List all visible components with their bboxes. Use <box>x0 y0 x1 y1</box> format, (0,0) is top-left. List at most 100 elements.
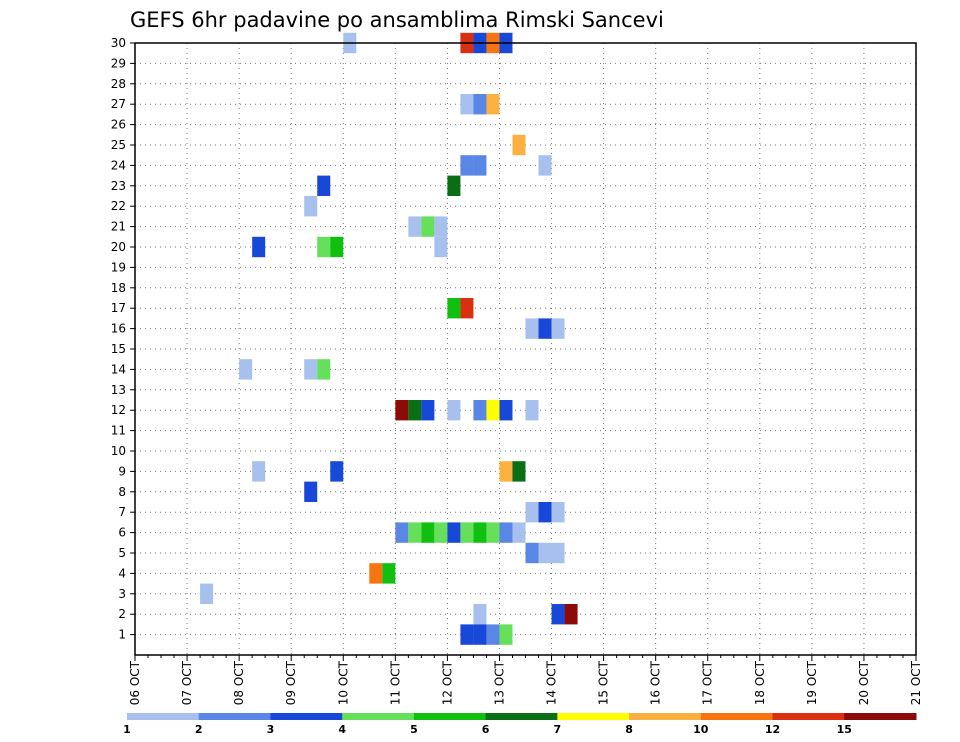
colorbar-label: 3 <box>267 723 275 736</box>
data-cell <box>512 522 526 543</box>
data-cell <box>434 522 448 543</box>
colorbar-swatch <box>700 713 774 720</box>
x-tick-label: 20 OCT <box>857 660 871 705</box>
data-cell <box>447 522 461 543</box>
data-cell <box>538 502 552 523</box>
y-tick-label: 23 <box>111 179 126 193</box>
data-cell <box>460 522 474 543</box>
data-cell <box>408 522 422 543</box>
colorbar-label: 15 <box>837 723 852 736</box>
data-cell <box>317 175 331 196</box>
y-tick-label: 11 <box>111 424 126 438</box>
data-cell <box>473 522 487 543</box>
colorbar-label: 2 <box>195 723 203 736</box>
colorbar-label: 1 <box>123 723 131 736</box>
x-tick-label: 07 OCT <box>180 660 194 705</box>
data-cell <box>473 624 487 645</box>
data-cell <box>473 155 487 176</box>
y-tick-label: 1 <box>118 628 126 642</box>
data-cell <box>330 461 344 482</box>
data-cell <box>564 604 578 625</box>
data-cell <box>499 461 513 482</box>
data-cell <box>304 196 318 217</box>
data-cell <box>447 400 461 421</box>
x-tick-label: 08 OCT <box>232 660 246 705</box>
y-tick-label: 15 <box>111 342 126 356</box>
colorbar-swatch <box>557 713 630 720</box>
y-tick-label: 4 <box>118 566 126 580</box>
x-tick-label: 21 OCT <box>909 660 923 705</box>
colorbar: 1 2 3 4 5 6 7 8 10 12 15 <box>123 713 917 736</box>
x-tick-label: 11 OCT <box>388 660 402 705</box>
y-tick-label: 27 <box>111 97 126 111</box>
x-tick-label: 10 OCT <box>336 660 350 705</box>
data-cell <box>486 400 500 421</box>
data-cell <box>512 461 526 482</box>
x-tick-label: 14 OCT <box>545 660 559 705</box>
colorbar-swatch <box>270 713 343 720</box>
x-tick-label: 17 OCT <box>701 660 715 705</box>
data-cell <box>304 481 318 502</box>
data-cell <box>395 400 409 421</box>
colorbar-swatch <box>844 713 917 720</box>
data-cell <box>434 216 448 237</box>
data-cell <box>525 318 539 339</box>
data-cell <box>395 522 409 543</box>
data-cell <box>525 400 539 421</box>
data-cell <box>447 298 461 319</box>
colorbar-label: 5 <box>410 723 418 736</box>
data-cell <box>382 563 396 584</box>
data-cell <box>369 563 383 584</box>
data-cells <box>200 32 578 645</box>
colorbar-swatch <box>772 713 845 720</box>
data-cell <box>525 542 539 564</box>
y-tick-label: 13 <box>111 383 126 397</box>
data-cell <box>499 624 513 645</box>
y-tick-label: 29 <box>111 56 126 70</box>
data-cell <box>473 400 487 421</box>
data-cell <box>408 400 422 421</box>
data-cell <box>434 236 448 258</box>
data-cell <box>512 134 526 156</box>
data-cell <box>486 94 500 115</box>
y-tick-label: 16 <box>111 322 126 336</box>
data-cell <box>551 318 565 339</box>
x-tick-label: 16 OCT <box>649 660 663 705</box>
colorbar-label: 8 <box>625 723 633 736</box>
y-tick-label: 28 <box>111 77 126 91</box>
data-cell <box>460 94 474 115</box>
colorbar-label: 7 <box>554 723 562 736</box>
x-tick-label: 18 OCT <box>753 660 767 705</box>
y-tick-label: 18 <box>111 281 126 295</box>
colorbar-label: 10 <box>693 723 709 736</box>
data-cell <box>538 155 552 176</box>
y-tick-label: 12 <box>111 403 126 417</box>
colorbar-swatch <box>413 713 487 720</box>
y-tick-label: 14 <box>111 362 126 376</box>
x-tick-label: 06 OCT <box>128 660 142 705</box>
data-cell <box>317 236 331 258</box>
x-tick-label: 13 OCT <box>492 660 506 705</box>
y-tick-label: 8 <box>118 485 126 499</box>
y-tick-label: 19 <box>111 260 126 274</box>
y-tick-label: 10 <box>111 444 126 458</box>
data-cell <box>421 522 435 543</box>
colorbar-swatch <box>342 713 415 720</box>
y-tick-label: 24 <box>111 158 126 172</box>
data-cell <box>551 502 565 523</box>
x-axis: 06 OCT 07 OCT 08 OCT 09 OCT 10 OCT 11 OCT 12 O… <box>128 655 923 705</box>
data-cell <box>551 604 565 625</box>
data-cell <box>499 400 513 421</box>
data-cell <box>239 359 253 380</box>
y-tick-label: 20 <box>111 240 126 254</box>
data-cell <box>304 359 318 380</box>
data-cell <box>486 522 500 543</box>
colorbar-label: 12 <box>765 723 780 736</box>
data-cell <box>460 155 474 176</box>
chart-title: GEFS 6hr padavine po ansamblima Rimski S… <box>130 8 664 32</box>
data-cell <box>538 318 552 339</box>
y-tick-label: 9 <box>118 464 126 478</box>
data-cell <box>499 522 513 543</box>
y-tick-label: 30 <box>111 36 126 50</box>
